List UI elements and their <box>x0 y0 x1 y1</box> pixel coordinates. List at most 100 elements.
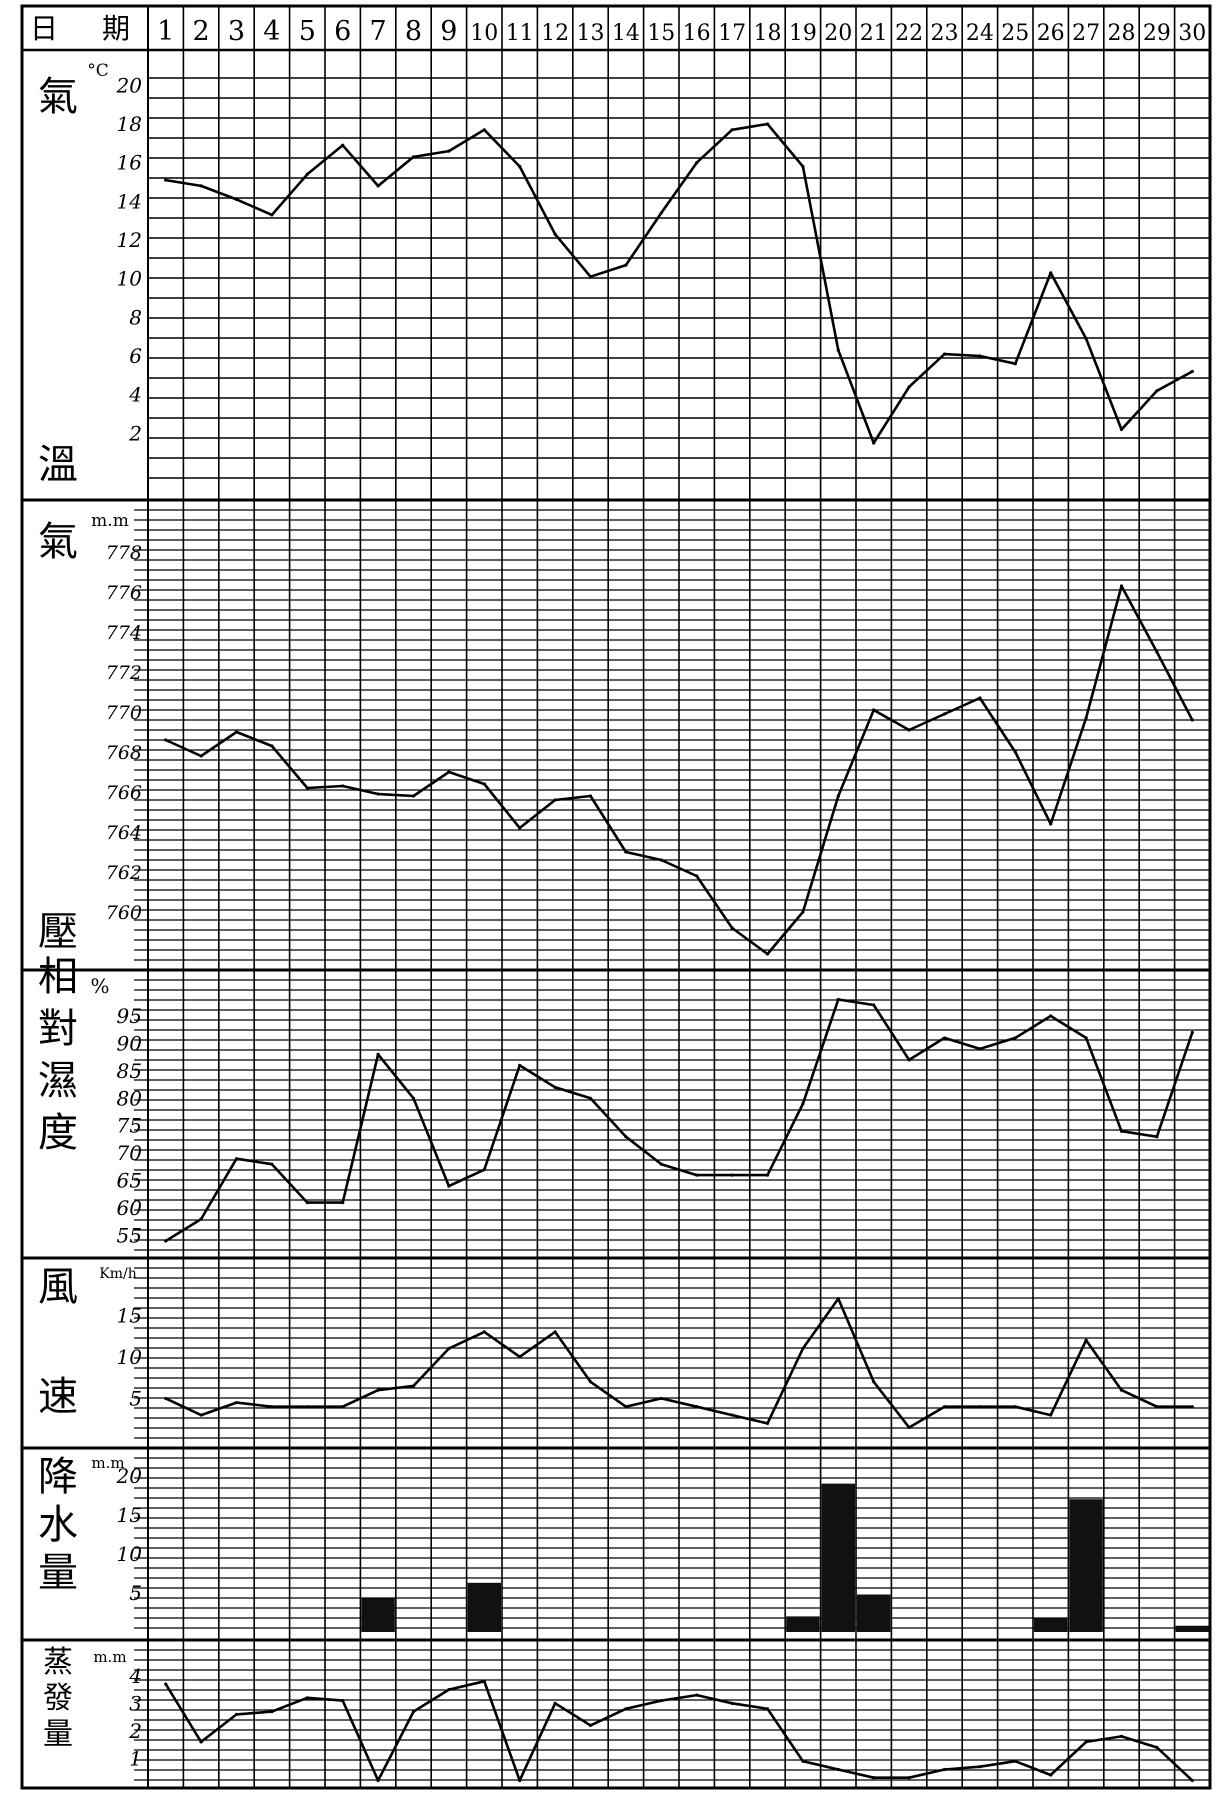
precipitation-tick-label: 10 <box>117 1542 143 1566</box>
wind-tick-label: 10 <box>117 1345 143 1369</box>
series-line-wind <box>164 1297 1194 1429</box>
evaporation-point <box>588 1723 593 1727</box>
day-number: 5 <box>299 16 316 47</box>
evaporation-point <box>376 1778 380 1783</box>
wind-point <box>1013 1405 1017 1409</box>
day-number: 27 <box>1072 21 1100 46</box>
evaporation-title-char: 發 <box>43 1681 73 1716</box>
pressure-tick-label: 776 <box>106 582 142 604</box>
humidity-point <box>376 1052 380 1056</box>
temperature-tick-label: 4 <box>128 383 142 407</box>
day-number: 13 <box>577 21 605 46</box>
humidity-point <box>730 1173 734 1177</box>
temperature-tick-label: 18 <box>117 112 142 136</box>
evaporation-point <box>553 1701 557 1705</box>
evaporation-point <box>164 1682 168 1686</box>
day-number: 11 <box>506 21 534 46</box>
humidity-point <box>872 1003 876 1007</box>
humidity-title-char: 相 <box>38 954 78 1000</box>
temperature-point <box>624 263 628 267</box>
precipitation-bar <box>857 1594 891 1632</box>
temperature-point <box>801 164 805 169</box>
evaporation-point <box>1013 1759 1017 1763</box>
day-number: 7 <box>370 16 387 47</box>
temperature-point <box>978 354 982 358</box>
pressure-point <box>341 784 345 788</box>
series-line-humidity <box>164 998 1194 1243</box>
unit-labels: °C m.m % Km/h m.m m.m <box>87 61 136 1666</box>
evaporation-point <box>801 1759 805 1763</box>
temperature-tick-label: 2 <box>128 421 142 445</box>
wind-point <box>588 1380 593 1384</box>
day-number: 3 <box>228 16 245 47</box>
wind-point <box>1155 1405 1159 1409</box>
humidity-tick-label: 60 <box>117 1196 143 1220</box>
day-number: 15 <box>647 21 675 46</box>
wind-point <box>1190 1405 1194 1409</box>
humidity-tick-label: 75 <box>117 1114 142 1138</box>
day-number: 23 <box>931 21 959 46</box>
humidity-point <box>801 1102 805 1106</box>
humidity-point <box>411 1096 416 1100</box>
day-number: 14 <box>612 21 640 46</box>
temperature-title-top: 氣 <box>38 74 78 120</box>
evaporation-unit: m.m <box>93 1648 126 1666</box>
temperature-point <box>1119 427 1124 432</box>
precipitation-bar <box>361 1598 395 1632</box>
evaporation-title-char: 蒸 <box>43 1645 73 1680</box>
evaporation-point <box>907 1776 911 1780</box>
evaporation-tick-label: 3 <box>129 1691 142 1715</box>
temperature-point <box>199 184 203 188</box>
humidity-point <box>659 1162 663 1166</box>
evaporation-point <box>695 1693 699 1697</box>
day-number: 29 <box>1143 21 1171 46</box>
temperature-point <box>907 385 911 389</box>
tick-labels: 2018161412108642778776774772770768766764… <box>106 73 143 1770</box>
pressure-tick-label: 774 <box>106 622 142 644</box>
humidity-point <box>1119 1129 1124 1133</box>
pressure-title-top: 氣 <box>38 519 78 565</box>
evaporation-point <box>765 1707 770 1711</box>
humidity-tick-label: 85 <box>117 1059 142 1083</box>
humidity-point <box>341 1200 345 1205</box>
day-number: 1 <box>157 16 174 47</box>
day-number: 28 <box>1108 21 1136 46</box>
temperature-point <box>305 172 309 176</box>
pressure-tick-label: 778 <box>106 542 142 564</box>
day-number: 25 <box>1001 21 1029 46</box>
humidity-point <box>624 1135 628 1139</box>
pressure-point <box>518 826 522 830</box>
humidity-tick-label: 65 <box>117 1169 142 1193</box>
precipitation-tick-label: 20 <box>116 1464 143 1488</box>
pressure-tick-label: 760 <box>106 902 142 924</box>
humidity-point <box>1084 1036 1088 1040</box>
pressure-point <box>801 910 805 914</box>
wind-unit: Km/h <box>99 1266 136 1282</box>
precipitation-unit: m.m <box>91 1454 124 1472</box>
temperature-point <box>376 184 380 188</box>
temperature-tick-label: 12 <box>117 228 142 252</box>
pressure-point <box>836 794 840 798</box>
pressure-point <box>907 728 911 732</box>
pressure-point <box>1049 822 1053 826</box>
temperature-point <box>411 155 416 159</box>
pressure-point <box>659 858 663 862</box>
chart-grid <box>20 4 1212 1790</box>
evaporation-point <box>411 1710 416 1714</box>
evaporation-point <box>518 1778 522 1783</box>
pressure-point <box>765 952 770 956</box>
pressure-point <box>624 850 628 854</box>
precipitation-bar <box>1069 1499 1103 1632</box>
evaporation-point <box>482 1679 486 1683</box>
humidity-point <box>695 1173 699 1177</box>
temperature-point <box>872 441 876 445</box>
pressure-point <box>695 874 699 878</box>
temperature-point <box>1155 389 1159 393</box>
temperature-point <box>1049 271 1053 275</box>
wind-point <box>624 1405 628 1409</box>
day-number: 2 <box>193 16 210 47</box>
temperature-point <box>518 164 522 169</box>
evaporation-point <box>836 1767 840 1772</box>
evaporation-point <box>270 1710 274 1714</box>
humidity-point <box>978 1047 982 1051</box>
